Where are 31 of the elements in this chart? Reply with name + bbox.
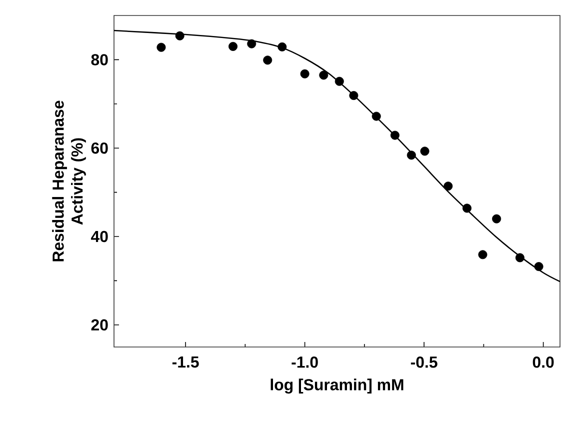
point (349, 91, 358, 100)
y-tick-label: 60 (91, 142, 108, 154)
point (228, 42, 238, 51)
x-tick-label: -1.0 (292, 356, 318, 368)
point (515, 253, 524, 262)
point (534, 262, 544, 272)
point (478, 250, 488, 260)
x-tick-label: -0.5 (410, 356, 438, 368)
point (372, 112, 381, 121)
line-series (114, 30, 560, 282)
y-tick-label: 20 (91, 319, 108, 331)
x-tick-label: 0.0 (532, 356, 554, 368)
point (247, 39, 256, 48)
point (492, 214, 502, 224)
point (300, 69, 310, 78)
point (390, 130, 400, 140)
x-tick-label: -1.5 (172, 356, 199, 368)
x-axis-title: log [Suramin] mM (270, 378, 404, 394)
point (334, 76, 344, 86)
point (462, 204, 472, 213)
point (420, 146, 430, 156)
point (278, 42, 287, 52)
point (263, 56, 272, 65)
y-axis-title: Residual Heparanase Activity (%) (52, 100, 86, 262)
point (156, 42, 166, 52)
y-tick-label: 40 (90, 230, 108, 242)
point (175, 31, 184, 40)
point (319, 70, 328, 80)
point (444, 182, 453, 191)
y-tick-label: 80 (91, 54, 108, 66)
point (406, 150, 416, 160)
